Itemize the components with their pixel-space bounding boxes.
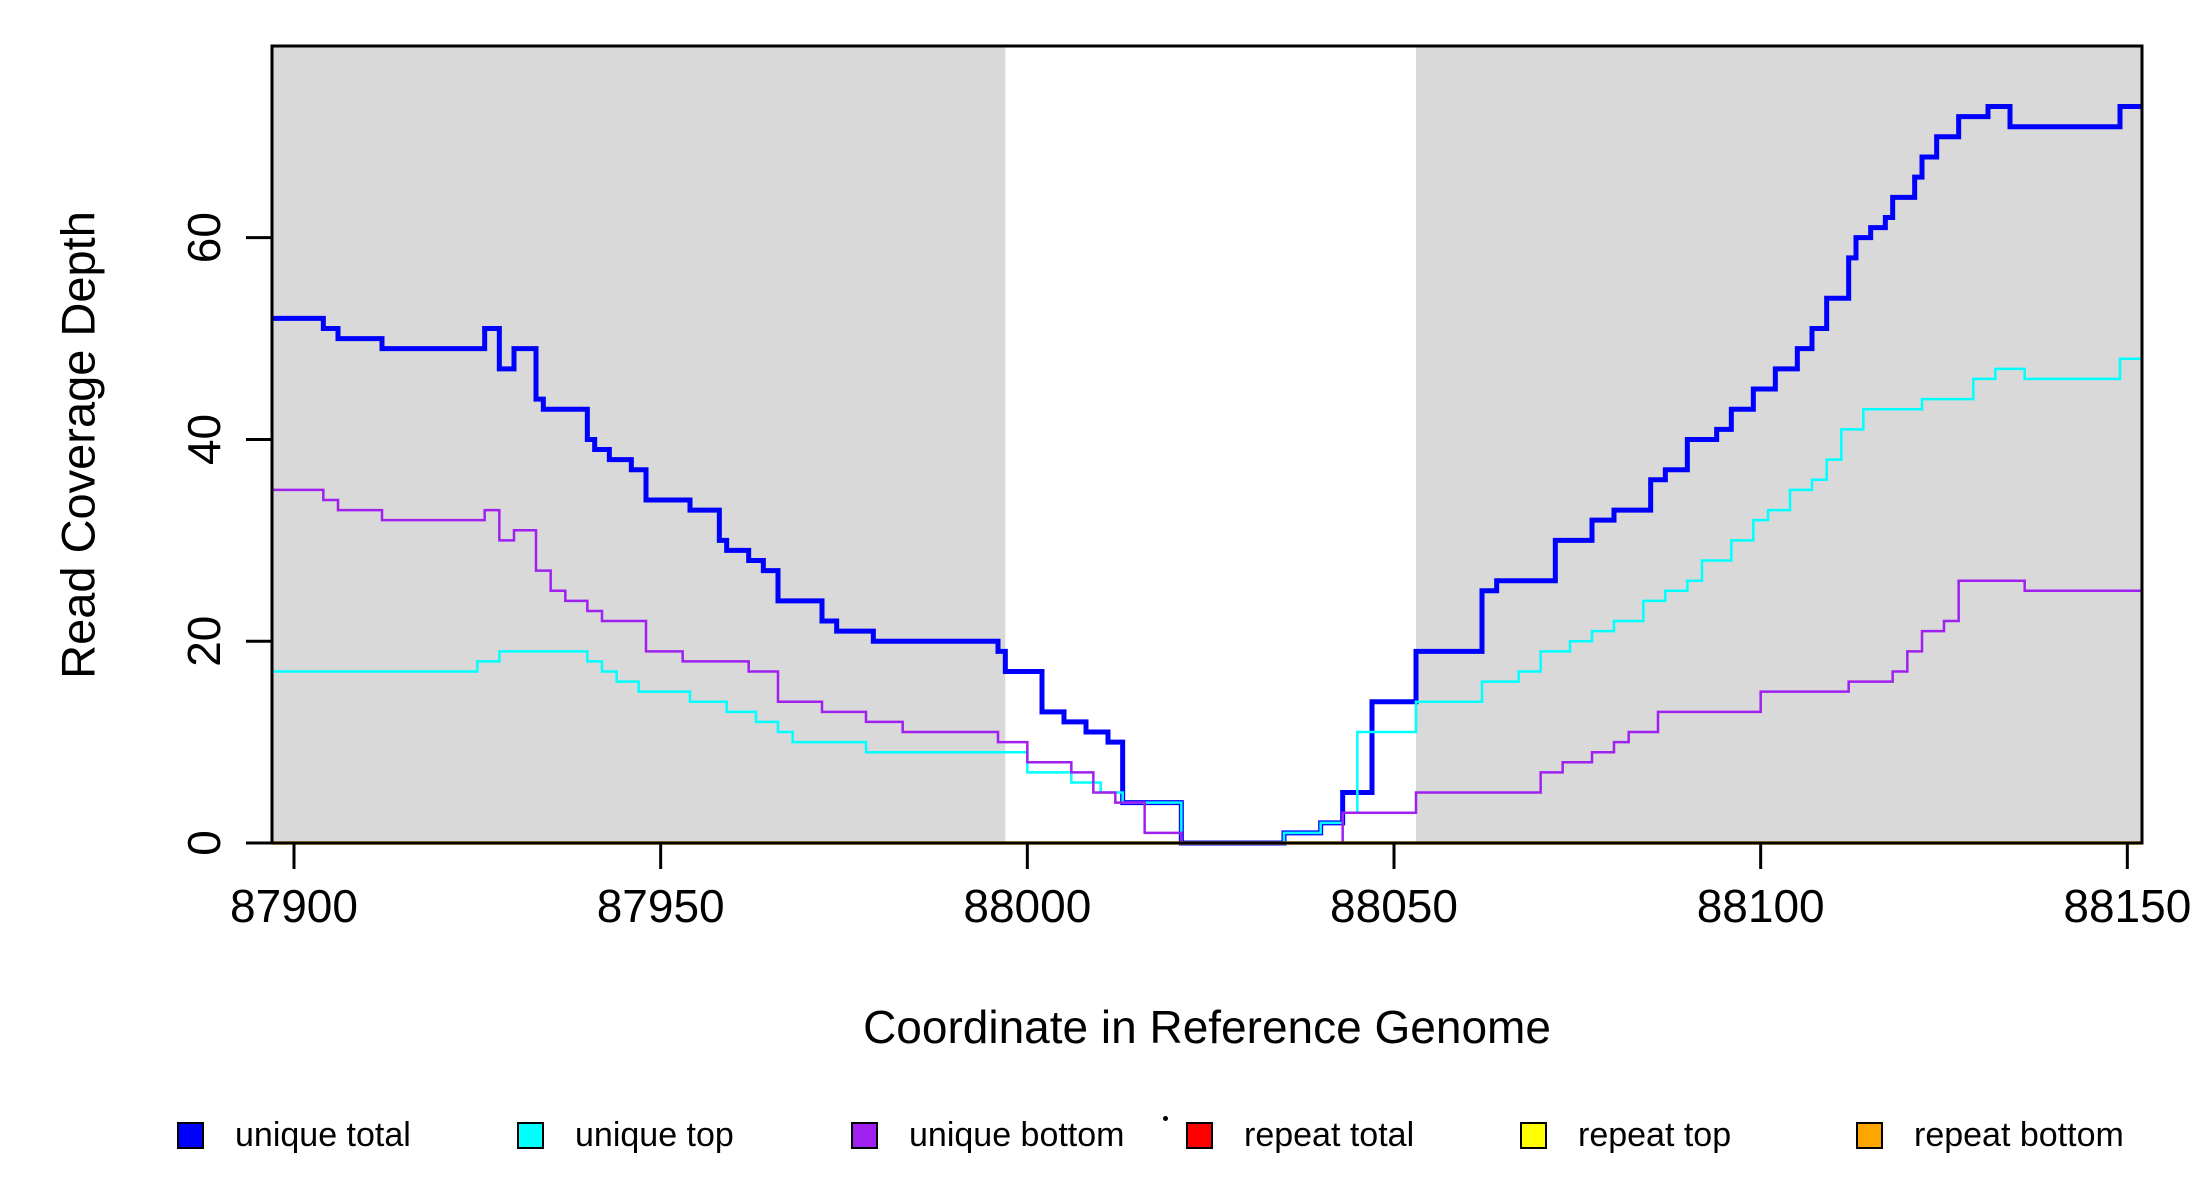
y-tick-label: 40: [178, 414, 230, 465]
legend-label: unique bottom: [909, 1116, 1125, 1154]
legend-swatch-icon: [1520, 1122, 1547, 1149]
x-tick-label: 88000: [963, 880, 1091, 932]
y-tick-label: 0: [178, 830, 230, 856]
shaded-region-0: [272, 46, 1006, 843]
legend-swatch-icon: [1186, 1122, 1213, 1149]
y-tick-label: 20: [178, 616, 230, 667]
legend-label: unique top: [575, 1116, 734, 1154]
y-tick-label: 60: [178, 212, 230, 263]
legend-swatch-icon: [1856, 1122, 1883, 1149]
legend-item-repeat-bottom: repeat bottom: [1856, 1116, 2124, 1155]
legend-item-unique-total: unique total: [177, 1116, 411, 1155]
x-tick-label: 88100: [1697, 880, 1825, 932]
shaded-region-1: [1416, 46, 2142, 843]
x-tick-label: 88150: [2063, 880, 2191, 932]
x-tick-label: 87900: [230, 880, 358, 932]
legend-item-unique-top: unique top: [517, 1116, 734, 1155]
x-axis-title: Coordinate in Reference Genome: [863, 1001, 1551, 1053]
legend-swatch-icon: [851, 1122, 878, 1149]
legend-item-unique-bottom: unique bottom: [851, 1116, 1125, 1155]
legend-swatch-icon: [517, 1122, 544, 1149]
legend-label: unique total: [235, 1116, 411, 1154]
legend-item-repeat-top: repeat top: [1520, 1116, 1731, 1155]
y-axis-title: Read Coverage Depth: [51, 211, 105, 679]
legend-swatch-icon: [177, 1122, 204, 1149]
legend-label: repeat total: [1244, 1116, 1415, 1154]
x-tick-label: 87950: [597, 880, 725, 932]
legend-label: repeat bottom: [1914, 1116, 2124, 1154]
series-line-unique-bottom: [272, 488, 2142, 845]
x-tick-label: 88050: [1330, 880, 1458, 932]
plot-border: [270, 44, 2144, 845]
legend-label: repeat top: [1578, 1116, 1732, 1154]
series-line-unique-top: [272, 357, 2142, 845]
stray-dot: [1163, 1116, 1168, 1121]
legend-item-repeat-total: repeat total: [1186, 1116, 1414, 1155]
